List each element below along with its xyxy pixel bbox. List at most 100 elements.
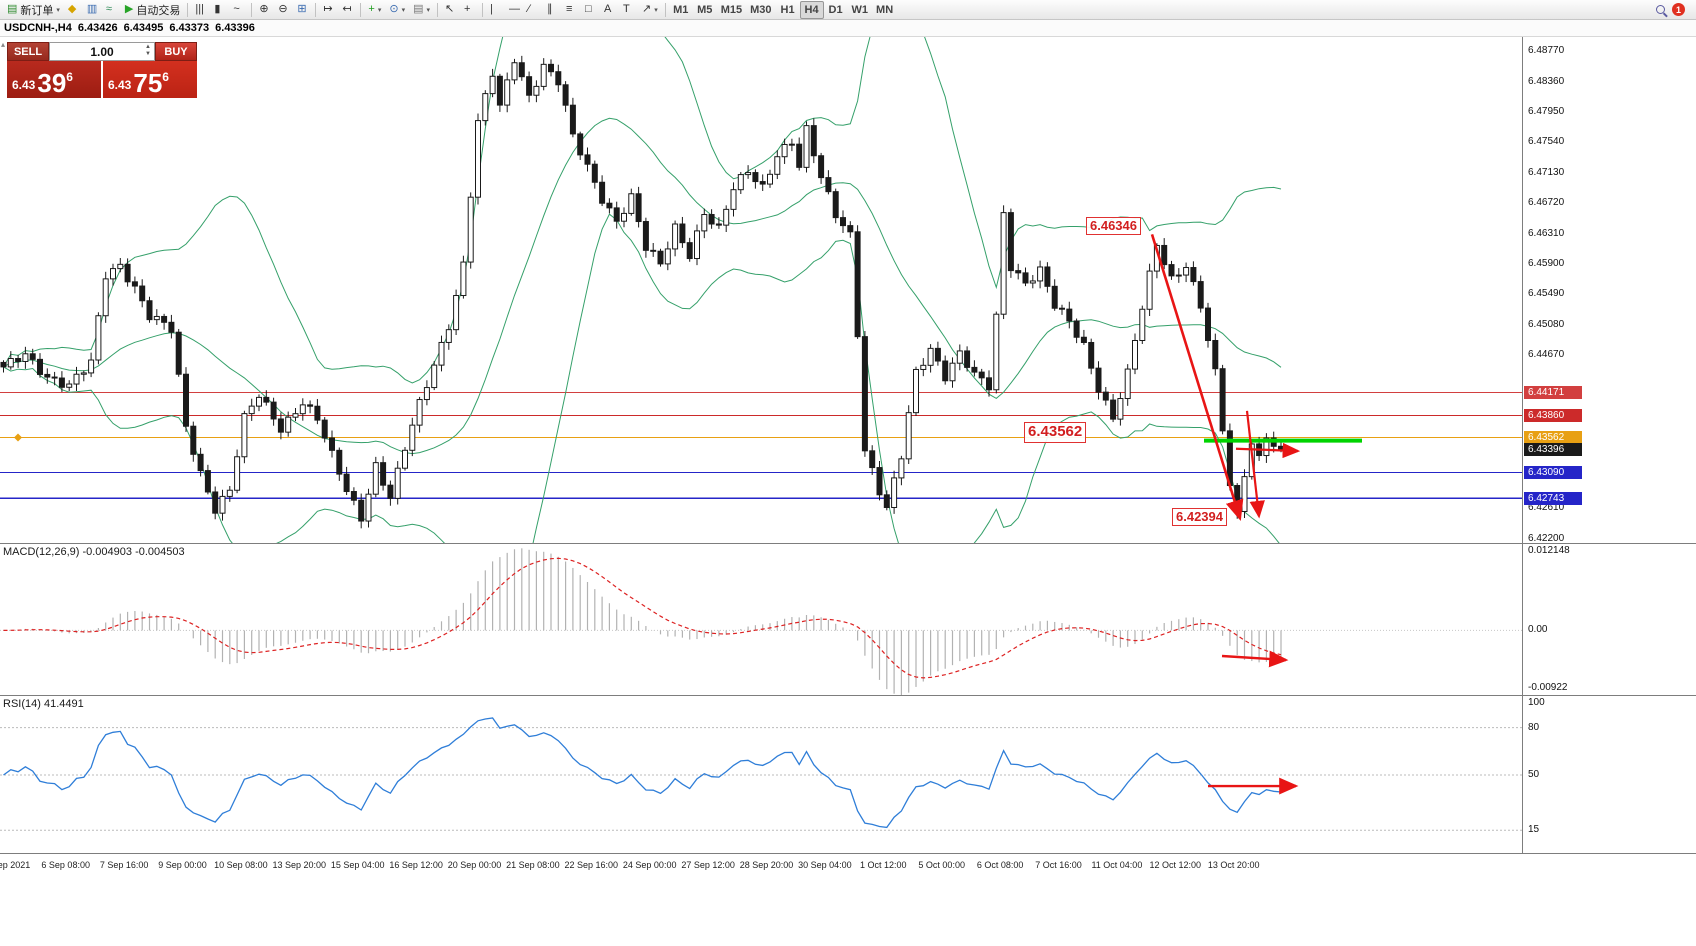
rsi-axis: 100 80 50 15 — [1522, 696, 1696, 853]
arrows-button[interactable]: ↗ ▾ — [638, 1, 662, 19]
periods-button[interactable]: ⊙ ▾ — [385, 1, 409, 19]
auto-trading-button[interactable]: ▶ 自动交易 — [121, 1, 184, 19]
candlestick-chart-canvas[interactable] — [0, 37, 1522, 543]
zoom-out-button[interactable]: ⊖ — [274, 1, 293, 19]
market-watch-button[interactable]: ▥ — [83, 1, 102, 19]
bars-view-button[interactable]: ||| — [191, 1, 210, 19]
trade-panel-collapse-icon[interactable]: ▴ — [1, 40, 6, 49]
macd-label: MACD(12,26,9) -0.004903 -0.004503 — [3, 546, 185, 558]
signals-button[interactable]: ≈ — [102, 1, 121, 19]
timeframe-d1-button[interactable]: D1 — [824, 1, 848, 19]
shapes-icon: □ — [585, 3, 592, 15]
cursor-icon: ↖ — [445, 3, 455, 15]
signals-icon: ≈ — [105, 3, 112, 15]
time-axis-label: 13 Oct 20:00 — [1207, 860, 1260, 870]
channel-button[interactable]: ∥ — [543, 1, 562, 19]
time-axis-label: 21 Sep 08:00 — [506, 860, 560, 870]
price-badge-resistance-line-2: 6.43860 — [1524, 408, 1582, 422]
price-axis-label: 6.47130 — [1528, 166, 1565, 178]
timeframe-m15-button[interactable]: M15 — [717, 1, 746, 19]
sell-button[interactable]: SELL — [7, 42, 49, 61]
label-button[interactable]: T — [619, 1, 638, 19]
main-chart-panel: 6.48770 6.48360 6.47950 6.47540 6.47130 6.467… — [0, 37, 1696, 544]
volume-spinner[interactable]: ▲ ▼ — [145, 44, 151, 57]
arrows-icon: ↗ — [642, 3, 652, 15]
timeframe-h1-button[interactable]: H1 — [776, 1, 800, 19]
price-badge-support-line-2: 6.42743 — [1524, 491, 1582, 505]
cursor-button[interactable]: ↖ — [441, 1, 460, 19]
line-view-button[interactable]: ~ — [229, 1, 248, 19]
time-axis-label: 5 Oct 00:00 — [918, 860, 965, 870]
chevron-down-icon: ▾ — [401, 6, 406, 14]
toolbar-separator — [315, 2, 317, 17]
toolbar-right: 1 — [1656, 3, 1685, 16]
rsi-axis-label: 50 — [1528, 769, 1540, 780]
volume-input[interactable]: 1.00 ▲ ▼ — [49, 42, 155, 61]
fibonacci-icon: ≡ — [566, 3, 573, 15]
text-button[interactable]: A — [600, 1, 619, 19]
new-order-button[interactable]: ▤ 新订单 ▾ — [3, 1, 64, 19]
time-axis-label: 9 Sep 00:00 — [158, 860, 207, 870]
buy-price-display[interactable]: 6.43 75 6 — [103, 61, 197, 98]
timeframe-h4-button[interactable]: H4 — [799, 0, 824, 19]
chart-shift-button[interactable]: ↤ — [338, 1, 357, 19]
crosshair-button[interactable]: + — [460, 1, 479, 19]
price-annotation[interactable]: 6.46346 — [1086, 217, 1141, 236]
time-axis-label: 30 Sep 04:00 — [798, 860, 852, 870]
rsi-panel: RSI(14) 41.4491 100 80 50 15 — [0, 695, 1696, 853]
horizontal-line-button[interactable]: — — [505, 1, 524, 19]
zoom-out-icon: ⊖ — [278, 3, 288, 15]
timeframe-w1-button[interactable]: W1 — [848, 1, 873, 19]
price-axis-label: 6.47950 — [1528, 105, 1565, 117]
notification-badge[interactable]: 1 — [1672, 3, 1685, 16]
search-icon[interactable] — [1656, 5, 1665, 14]
rsi-chart-canvas[interactable] — [0, 696, 1522, 854]
time-axis-label: 28 Sep 20:00 — [739, 860, 794, 870]
indicators-button[interactable]: + ▾ — [364, 1, 385, 19]
buy-button[interactable]: BUY — [155, 42, 197, 61]
trendline-button[interactable]: ∕ — [524, 1, 543, 19]
sell-price-main: 6.43 — [12, 78, 36, 92]
template-button[interactable]: ▤ ▾ — [409, 1, 434, 19]
crosshair-icon: + — [464, 3, 471, 15]
time-axis-label: 15 Sep 04:00 — [330, 860, 385, 870]
rsi-axis-label: 80 — [1528, 721, 1540, 733]
ohlc-open: 6.43426 — [77, 22, 118, 34]
chart-window-button[interactable]: ◆ — [64, 1, 83, 19]
volume-value: 1.00 — [90, 44, 114, 59]
sell-price-display[interactable]: 6.43 39 6 — [7, 61, 101, 98]
tile-windows-button[interactable]: ⊞ — [293, 1, 312, 19]
rsi-label: RSI(14) 41.4491 — [3, 698, 84, 710]
price-annotation[interactable]: 6.42394 — [1172, 508, 1227, 527]
price-annotation[interactable]: 6.43562 — [1024, 422, 1087, 443]
shapes-button[interactable]: □ — [581, 1, 600, 19]
chevron-down-icon: ▾ — [377, 6, 382, 14]
toolbar-separator — [360, 2, 362, 17]
text-icon: A — [604, 3, 612, 15]
chart-window-icon: ◆ — [67, 3, 77, 15]
toolbar-separator — [664, 2, 666, 17]
timeframe-m1-button[interactable]: M1 — [669, 1, 693, 19]
time-axis-label: 24 Sep 00:00 — [622, 860, 677, 870]
toolbar-separator — [437, 2, 438, 17]
candles-view-button[interactable]: ▮ — [210, 1, 229, 19]
chart-title-bar: USDCNH-,H4 6.43426 6.43495 6.43373 6.433… — [0, 20, 1696, 37]
auto-trading-icon: ▶ — [124, 3, 134, 15]
time-axis-label: 6 Oct 08:00 — [976, 860, 1024, 870]
buy-price-pips: 75 — [133, 68, 163, 98]
periods-icon: ⊙ — [389, 3, 399, 15]
auto-scroll-button[interactable]: ↦ — [319, 1, 338, 19]
timeframe-m30-button[interactable]: M30 — [746, 1, 775, 19]
timeframe-mn-button[interactable]: MN — [872, 1, 897, 19]
chevron-down-icon: ▾ — [56, 6, 60, 14]
vertical-line-button[interactable]: | — [486, 1, 505, 19]
timeframe-m5-button[interactable]: M5 — [693, 1, 717, 19]
rsi-axis-label: 100 — [1528, 697, 1545, 708]
fibonacci-button[interactable]: ≡ — [562, 1, 581, 19]
toolbar: ▤ 新订单 ▾ ◆ ▥ ≈ ▶ 自动交易 ||| ▮ ~ ⊕ ⊖ ⊞ ↦ ↤ + ▾ ⊙ ▾ ▤ ▾ ↖ + | — ∕ ∥ ≡ □ A T ↗… — [0, 0, 1696, 20]
candles-view-icon: ▮ — [214, 3, 221, 15]
price-axis-label: 6.45900 — [1528, 258, 1565, 270]
macd-chart-canvas[interactable] — [0, 544, 1522, 696]
zoom-in-button[interactable]: ⊕ — [255, 1, 274, 19]
toolbar-separator — [482, 2, 483, 17]
